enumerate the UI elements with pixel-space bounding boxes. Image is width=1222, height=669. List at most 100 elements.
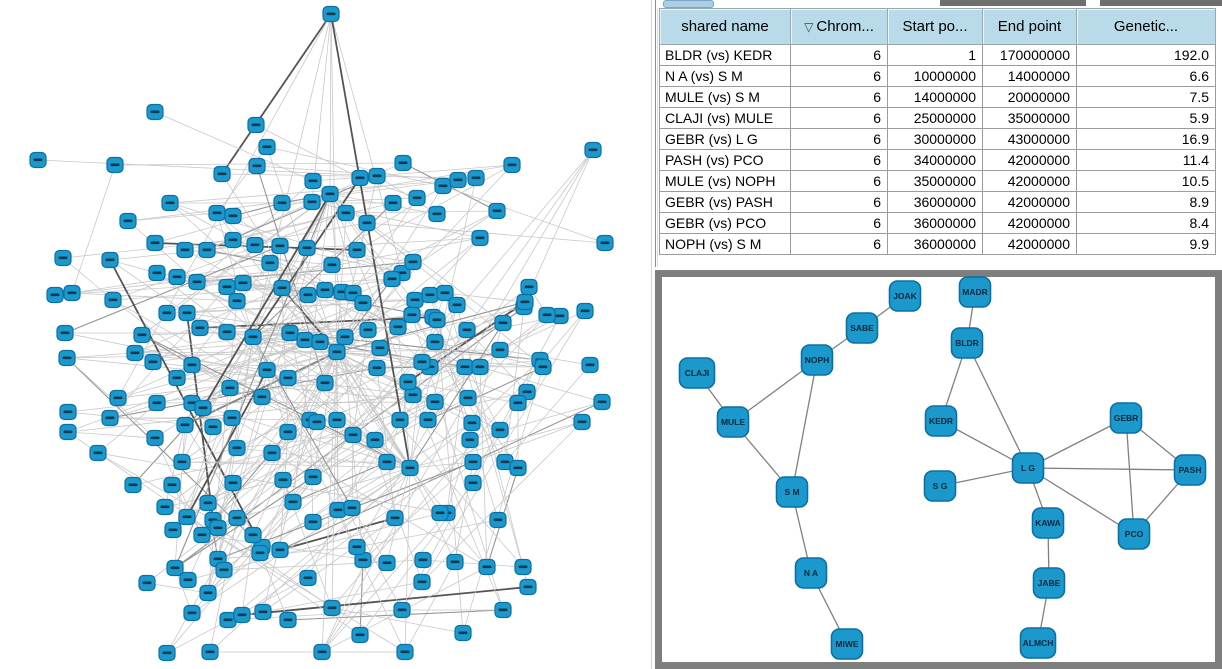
table-row[interactable]: BLDR (vs) KEDR 6 1 170000000 192.0: [659, 44, 1216, 66]
value-cell[interactable]: 42000000: [982, 149, 1077, 171]
network-edge-GEBR-PCO[interactable]: [1125, 417, 1135, 535]
edge-name-cell[interactable]: CLAJI (vs) MULE: [659, 107, 791, 129]
column-header-shared-name[interactable]: shared name: [659, 8, 791, 45]
network-node-NA[interactable]: N A: [794, 557, 828, 589]
node-shape[interactable]: [1031, 507, 1065, 539]
node-shape[interactable]: [775, 476, 809, 508]
network-node-NOPH[interactable]: NOPH: [800, 344, 834, 376]
node-shape[interactable]: [923, 470, 957, 502]
value-cell[interactable]: 1: [887, 44, 983, 66]
network-node-KAWA[interactable]: KAWA: [1031, 507, 1065, 539]
network-edge-LG-PCO[interactable]: [1027, 467, 1135, 535]
edge-name-cell[interactable]: N A (vs) S M: [659, 65, 791, 87]
value-cell[interactable]: 9.9: [1076, 233, 1216, 255]
node-shape[interactable]: [845, 312, 879, 344]
value-cell[interactable]: 6: [790, 149, 888, 171]
table-row[interactable]: NOPH (vs) S M 6 36000000 42000000 9.9: [659, 233, 1216, 255]
node-shape[interactable]: [888, 280, 922, 312]
table-row[interactable]: MULE (vs) S M 6 14000000 20000000 7.5: [659, 86, 1216, 108]
edge-name-cell[interactable]: GEBR (vs) PCO: [659, 212, 791, 234]
value-cell[interactable]: 10000000: [887, 65, 983, 87]
sort-descending-icon[interactable]: ▽: [804, 20, 814, 34]
network-node-KEDR[interactable]: KEDR: [924, 405, 958, 437]
table-row[interactable]: N A (vs) S M 6 10000000 14000000 6.6: [659, 65, 1216, 87]
value-cell[interactable]: 6.6: [1076, 65, 1216, 87]
column-header-chrom-[interactable]: ▽ Chrom...: [790, 8, 888, 45]
value-cell[interactable]: 8.9: [1076, 191, 1216, 213]
network-node-PASH[interactable]: PASH: [1173, 454, 1207, 486]
value-cell[interactable]: 170000000: [982, 44, 1077, 66]
edge-name-cell[interactable]: PASH (vs) PCO: [659, 149, 791, 171]
node-shape[interactable]: [1019, 627, 1057, 659]
value-cell[interactable]: 36000000: [887, 233, 983, 255]
value-cell[interactable]: 43000000: [982, 128, 1077, 150]
column-header-start-po-[interactable]: Start po...: [887, 8, 983, 45]
value-cell[interactable]: 25000000: [887, 107, 983, 129]
value-cell[interactable]: 7.5: [1076, 86, 1216, 108]
node-shape[interactable]: [1032, 567, 1066, 599]
scrollbar-thumb[interactable]: [663, 0, 714, 8]
value-cell[interactable]: 6: [790, 107, 888, 129]
network-node-CLAJI[interactable]: CLAJI: [678, 357, 716, 389]
edge-name-cell[interactable]: NOPH (vs) S M: [659, 233, 791, 255]
value-cell[interactable]: 6: [790, 212, 888, 234]
node-shape[interactable]: [794, 557, 828, 589]
value-cell[interactable]: 42000000: [982, 170, 1077, 192]
value-cell[interactable]: 42000000: [982, 233, 1077, 255]
value-cell[interactable]: 5.9: [1076, 107, 1216, 129]
value-cell[interactable]: 35000000: [982, 107, 1077, 129]
node-shape[interactable]: [1011, 452, 1045, 484]
value-cell[interactable]: 14000000: [887, 86, 983, 108]
table-row[interactable]: PASH (vs) PCO 6 34000000 42000000 11.4: [659, 149, 1216, 171]
network-edge-LG-GEBR[interactable]: [1027, 417, 1127, 469]
edge-name-cell[interactable]: GEBR (vs) PASH: [659, 191, 791, 213]
value-cell[interactable]: 10.5: [1076, 170, 1216, 192]
edge-name-cell[interactable]: GEBR (vs) L G: [659, 128, 791, 150]
network-edge-BLDR-LG[interactable]: [966, 342, 1029, 469]
overview-network-canvas[interactable]: [0, 0, 650, 669]
column-header-end-point[interactable]: End point: [982, 8, 1077, 45]
value-cell[interactable]: 35000000: [887, 170, 983, 192]
value-cell[interactable]: 11.4: [1076, 149, 1216, 171]
network-node-MIWE[interactable]: MIWE: [830, 628, 864, 660]
value-cell[interactable]: 42000000: [982, 191, 1077, 213]
value-cell[interactable]: 30000000: [887, 128, 983, 150]
network-node-MADR[interactable]: MADR: [958, 276, 992, 308]
node-shape[interactable]: [950, 327, 984, 359]
node-shape[interactable]: [1109, 402, 1143, 434]
network-node-SM[interactable]: S M: [775, 476, 809, 508]
value-cell[interactable]: 6: [790, 128, 888, 150]
value-cell[interactable]: 36000000: [887, 191, 983, 213]
table-row[interactable]: GEBR (vs) PCO 6 36000000 42000000 8.4: [659, 212, 1216, 234]
network-edge-NOPH-SM[interactable]: [791, 359, 818, 493]
network-node-JABE[interactable]: JABE: [1032, 567, 1066, 599]
network-node-LG[interactable]: L G: [1011, 452, 1045, 484]
network-node-JOAK[interactable]: JOAK: [888, 280, 922, 312]
value-cell[interactable]: 192.0: [1076, 44, 1216, 66]
node-shape[interactable]: [924, 405, 958, 437]
column-header-genetic-[interactable]: Genetic...: [1076, 8, 1216, 45]
node-shape[interactable]: [1117, 518, 1151, 550]
value-cell[interactable]: 6: [790, 44, 888, 66]
network-node-GEBR[interactable]: GEBR: [1109, 402, 1143, 434]
edge-name-cell[interactable]: MULE (vs) NOPH: [659, 170, 791, 192]
value-cell[interactable]: 6: [790, 65, 888, 87]
network-node-PCO[interactable]: PCO: [1117, 518, 1151, 550]
detail-network-canvas[interactable]: JOAK SABE NOPH CLAJI MULE S M N A MIWE MADR BLDR K…: [655, 270, 1222, 669]
value-cell[interactable]: 20000000: [982, 86, 1077, 108]
edge-name-cell[interactable]: BLDR (vs) KEDR: [659, 44, 791, 66]
value-cell[interactable]: 6: [790, 191, 888, 213]
value-cell[interactable]: 8.4: [1076, 212, 1216, 234]
value-cell[interactable]: 6: [790, 170, 888, 192]
value-cell[interactable]: 16.9: [1076, 128, 1216, 150]
node-shape[interactable]: [830, 628, 864, 660]
table-row[interactable]: GEBR (vs) L G 6 30000000 43000000 16.9: [659, 128, 1216, 150]
value-cell[interactable]: 6: [790, 86, 888, 108]
network-overview-panel[interactable]: [0, 0, 650, 669]
value-cell[interactable]: 6: [790, 233, 888, 255]
table-row[interactable]: CLAJI (vs) MULE 6 25000000 35000000 5.9: [659, 107, 1216, 129]
horizontal-scrollbar[interactable]: [656, 0, 1222, 8]
network-node-SG[interactable]: S G: [923, 470, 957, 502]
value-cell[interactable]: 34000000: [887, 149, 983, 171]
table-row[interactable]: GEBR (vs) PASH 6 36000000 42000000 8.9: [659, 191, 1216, 213]
